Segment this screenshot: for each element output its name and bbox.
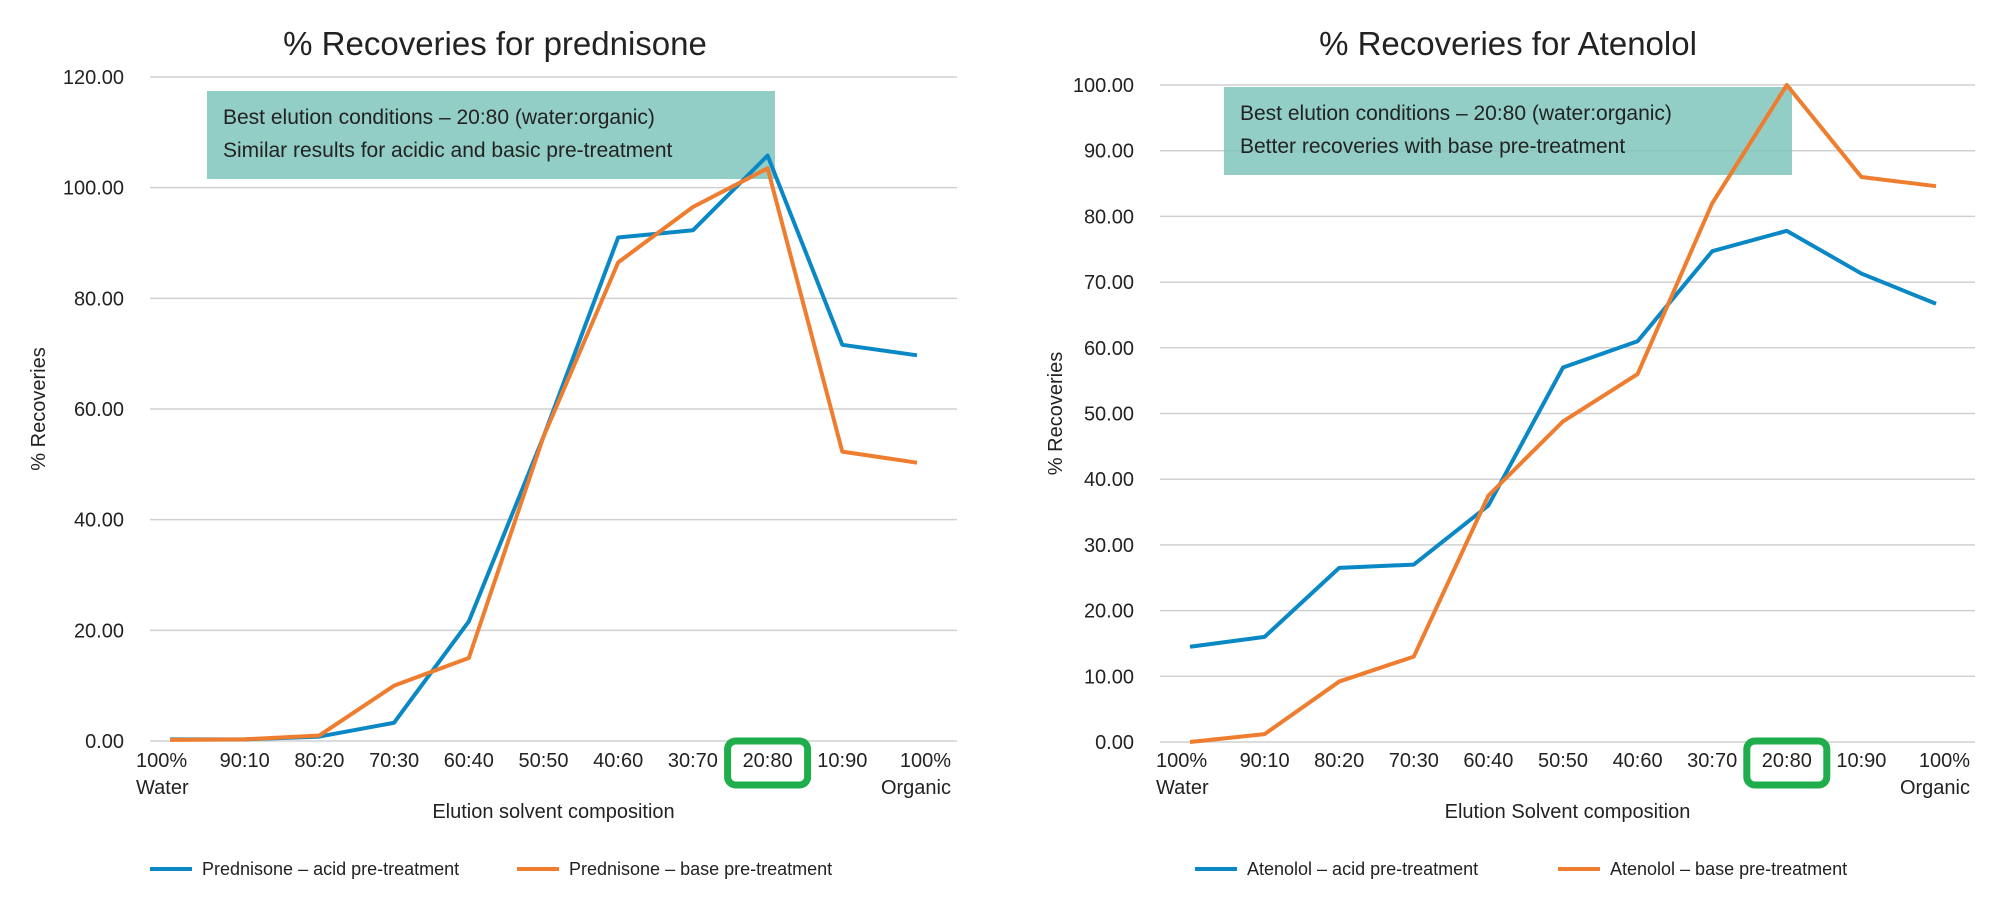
x-tick-label: 50:50 — [518, 750, 568, 772]
y-tick-label: 40.00 — [1084, 469, 1134, 491]
annotation-box — [207, 91, 775, 179]
x-tick-label: 90:10 — [220, 750, 270, 772]
highlight-box — [724, 737, 812, 789]
legend-label: Prednisone – acid pre-treatment — [202, 859, 459, 879]
annotation-box — [1224, 87, 1792, 175]
x-tick-label: 20:80 — [743, 750, 793, 772]
chart-title: % Recoveries for Atenolol — [1319, 25, 1697, 62]
x-tick-label: 100% — [136, 750, 187, 772]
x-tick-label: 10:90 — [817, 750, 867, 772]
y-tick-label: 60.00 — [1084, 338, 1134, 360]
y-tick-label: 120.00 — [63, 67, 124, 89]
y-tick-label: 80.00 — [74, 288, 124, 310]
x-tick-label: Water — [136, 777, 189, 799]
annotation-text: Similar results for acidic and basic pre… — [223, 139, 673, 162]
legend-label: Prednisone – base pre-treatment — [569, 859, 832, 879]
annotation-text: Best elution conditions – 20:80 (water:o… — [223, 106, 655, 129]
x-tick-label: 70:30 — [1389, 750, 1439, 772]
y-tick-label: 90.00 — [1084, 141, 1134, 163]
x-tick-label: 80:20 — [1314, 750, 1364, 772]
x-tick-label: 30:70 — [668, 750, 718, 772]
y-tick-label: 40.00 — [74, 510, 124, 532]
y-tick-label: 0.00 — [85, 731, 124, 753]
x-tick-label: 70:30 — [369, 750, 419, 772]
legend-label: Atenolol – acid pre-treatment — [1247, 859, 1478, 879]
x-tick-label: 50:50 — [1538, 750, 1588, 772]
series-line-acid — [170, 153, 918, 742]
x-axis-label: Elution solvent composition — [432, 801, 674, 823]
x-tick-label: 60:40 — [444, 750, 494, 772]
legend-label: Atenolol – base pre-treatment — [1610, 859, 1847, 879]
x-tick-label: 30:70 — [1687, 750, 1737, 772]
highlight-box — [1743, 737, 1831, 789]
x-tick-label: 100% — [900, 750, 951, 772]
x-axis-label: Elution Solvent composition — [1445, 801, 1691, 823]
x-tick-label: 80:20 — [294, 750, 344, 772]
y-tick-label: 60.00 — [74, 399, 124, 421]
y-tick-label: 70.00 — [1084, 272, 1134, 294]
x-tick-label: 100% — [1919, 750, 1970, 772]
x-tick-label: 60:40 — [1463, 750, 1513, 772]
y-tick-label: 100.00 — [63, 178, 124, 200]
x-tick-label: Organic — [881, 777, 951, 799]
chart-2: % Recoveries for Atenolol 0.00 10.00 20.00 3… — [1045, 25, 1975, 879]
series-line-acid — [1189, 228, 1937, 649]
x-tick-label: 40:60 — [1613, 750, 1663, 772]
x-tick-label: 100% — [1156, 750, 1207, 772]
y-tick-label: 20.00 — [1084, 601, 1134, 623]
y-tick-label: 30.00 — [1084, 535, 1134, 557]
y-axis-label: % Recoveries — [28, 347, 50, 470]
x-tick-label: 90:10 — [1240, 750, 1290, 772]
x-tick-label: 20:80 — [1762, 750, 1812, 772]
y-tick-label: 10.00 — [1084, 666, 1134, 688]
x-tick-label: 40:60 — [593, 750, 643, 772]
chart-1: % Recoveries for prednisone 0.00 20.00 40.0… — [28, 25, 957, 879]
chart-title: % Recoveries for prednisone — [283, 25, 707, 62]
y-tick-label: 0.00 — [1095, 732, 1134, 754]
x-tick-label: Water — [1156, 777, 1209, 799]
y-tick-label: 100.00 — [1073, 75, 1134, 97]
annotation-text: Better recoveries with base pre-treatmen… — [1240, 135, 1625, 158]
y-axis-label: % Recoveries — [1045, 352, 1067, 475]
x-tick-label: 10:90 — [1836, 750, 1886, 772]
annotation-text: Best elution conditions – 20:80 (water:o… — [1240, 102, 1672, 125]
x-tick-label: Organic — [1900, 777, 1970, 799]
y-tick-label: 50.00 — [1084, 404, 1134, 426]
y-tick-label: 80.00 — [1084, 206, 1134, 228]
y-tick-label: 20.00 — [74, 620, 124, 642]
